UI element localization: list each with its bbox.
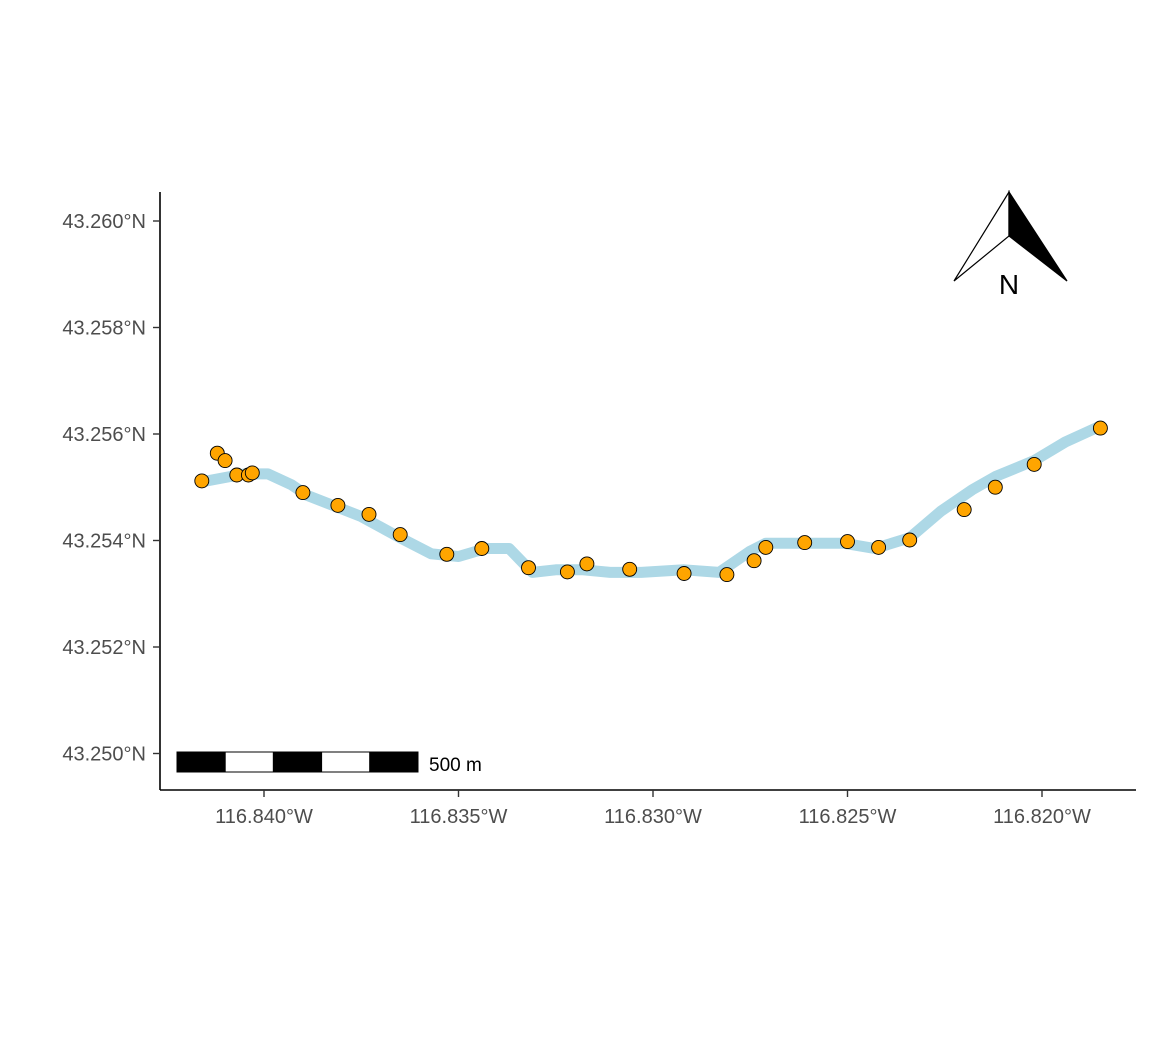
sample-point [521, 560, 536, 576]
y-tick-label: 43.252°N [62, 637, 146, 659]
sample-point [956, 502, 972, 518]
x-tick-label: 116.835°W [410, 806, 508, 828]
sample-point [746, 553, 762, 569]
sample-point [1026, 456, 1042, 472]
x-tick-label: 116.830°W [604, 806, 702, 828]
sample-point [902, 532, 918, 548]
axes: 116.840°W 116.835°W 116.830°W 116.825°W 116.… [62, 192, 1136, 828]
sample-point [295, 485, 311, 501]
stream-track-layer [196, 420, 1106, 578]
y-tick-label: 43.254°N [62, 531, 146, 553]
y-tick-label: 43.260°N [62, 211, 146, 233]
scale-bar-segment [224, 751, 274, 773]
sample-point [987, 479, 1003, 495]
sample-point [579, 556, 595, 572]
scale-bar-segment [272, 751, 323, 773]
north-arrow: N [953, 189, 1068, 300]
stream-line [196, 420, 1106, 578]
scale-bar: 500 m [176, 751, 482, 776]
north-arrow-label: N [999, 269, 1019, 300]
sample-point [559, 564, 575, 580]
scale-bar-segment [369, 751, 419, 773]
sample-point [840, 534, 855, 550]
sample-point [719, 567, 735, 583]
north-arrow-right-half [1008, 189, 1068, 282]
y-tick-label: 43.258°N [62, 318, 146, 340]
sample-point [1092, 420, 1108, 436]
sample-point [676, 566, 692, 581]
sample-point [758, 539, 774, 555]
sample-point [474, 541, 490, 556]
x-tick-label: 116.840°W [215, 806, 313, 828]
x-tick-label: 116.825°W [799, 806, 897, 828]
sample-point [871, 539, 887, 555]
sample-point [361, 506, 377, 522]
sample-point [439, 546, 455, 562]
sample-point [622, 561, 638, 577]
sample-point [244, 465, 260, 481]
sample-point [194, 473, 210, 489]
scale-bar-label: 500 m [429, 755, 482, 776]
scale-bar-segment [321, 751, 371, 773]
sample-point [330, 497, 346, 513]
scale-bar-segment [176, 751, 226, 773]
x-tick-label: 116.820°W [993, 806, 1091, 828]
sample-point [217, 453, 233, 469]
y-tick-label: 43.256°N [62, 424, 146, 446]
sample-point [797, 535, 813, 551]
y-tick-label: 43.250°N [62, 744, 146, 766]
sample-points-layer [194, 420, 1108, 583]
sample-point [392, 527, 408, 543]
